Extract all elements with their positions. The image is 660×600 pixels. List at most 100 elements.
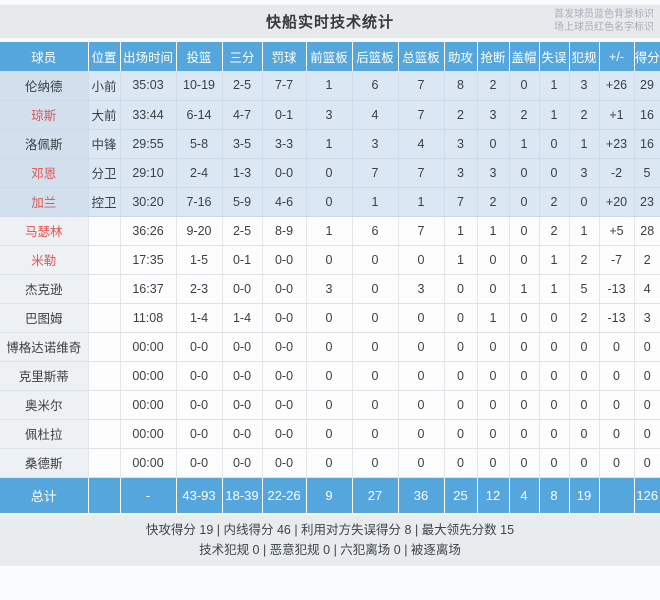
stat-cell-ast: 0: [444, 361, 478, 391]
stat-cell-treb: 0: [398, 303, 445, 333]
stat-cell-treb: 0: [398, 390, 445, 420]
stat-cell-treb: 1: [398, 187, 445, 217]
player-name-cell: 桑德斯: [0, 448, 89, 478]
stat-cell-dreb: 7: [352, 158, 399, 188]
stat-cell-treb: 7: [398, 100, 445, 130]
total-cell-dreb: 27: [352, 477, 399, 513]
stat-cell-tov: 1: [539, 274, 570, 304]
stat-cell-pm: +5: [599, 216, 635, 246]
stat-cell-three: 0-0: [222, 390, 263, 420]
column-header-pts: 得分: [634, 42, 660, 71]
stat-cell-ast: 7: [444, 187, 478, 217]
stat-cell-pos: [88, 245, 121, 275]
stat-cell-pm: +20: [599, 187, 635, 217]
footer-scoring-summary: 快攻得分 19 | 内线得分 46 | 利用对方失误得分 8 | 最大领先分数 …: [145, 523, 515, 537]
stat-cell-pos: [88, 390, 121, 420]
player-name-cell: 巴图姆: [0, 303, 89, 333]
stat-cell-pts: 0: [634, 390, 660, 420]
stat-cell-pts: 0: [634, 419, 660, 449]
column-header-ft: 罚球: [262, 42, 307, 71]
total-cell-stl: 12: [477, 477, 510, 513]
stat-cell-stl: 0: [477, 274, 510, 304]
stat-cell-ft: 0-0: [262, 390, 307, 420]
stat-cell-pts: 2: [634, 245, 660, 275]
stat-cell-dreb: 1: [352, 187, 399, 217]
stat-cell-pf: 2: [569, 100, 600, 130]
stat-cell-pf: 3: [569, 158, 600, 188]
stat-cell-min: 00:00: [120, 448, 177, 478]
player-name-cell: 加兰: [0, 187, 89, 217]
column-header-pm: +/-: [599, 42, 635, 71]
total-cell-tov: 8: [539, 477, 570, 513]
column-header-pf: 犯规: [569, 42, 600, 71]
stat-cell-stl: 0: [477, 448, 510, 478]
stat-cell-ast: 1: [444, 216, 478, 246]
stat-cell-pm: 0: [599, 361, 635, 391]
player-name-cell: 杰克逊: [0, 274, 89, 304]
stat-cell-three: 1-4: [222, 303, 263, 333]
stat-cell-min: 29:55: [120, 129, 177, 159]
stat-cell-oreb: 0: [306, 187, 353, 217]
stat-cell-pts: 16: [634, 129, 660, 159]
stat-cell-pos: [88, 419, 121, 449]
total-cell-pts: 126: [634, 477, 660, 513]
stat-cell-dreb: 6: [352, 216, 399, 246]
stat-cell-pm: -13: [599, 303, 635, 333]
stat-cell-pf: 2: [569, 303, 600, 333]
stat-cell-oreb: 0: [306, 361, 353, 391]
stat-cell-stl: 3: [477, 158, 510, 188]
total-cell-blk: 4: [509, 477, 540, 513]
column-header-oreb: 前篮板: [306, 42, 353, 71]
stat-cell-min: 29:10: [120, 158, 177, 188]
stat-cell-pts: 29: [634, 71, 660, 101]
stat-cell-fg: 0-0: [176, 361, 223, 391]
stat-cell-tov: 0: [539, 303, 570, 333]
footer-fouls-summary: 技术犯规 0 | 恶意犯规 0 | 六犯离场 0 | 被逐离场: [199, 543, 461, 557]
team-stats-footer: 快攻得分 19 | 内线得分 46 | 利用对方失误得分 8 | 最大领先分数 …: [0, 515, 660, 566]
stat-cell-treb: 3: [398, 274, 445, 304]
stat-cell-pm: 0: [599, 332, 635, 362]
stat-cell-min: 00:00: [120, 361, 177, 391]
stat-cell-tov: 1: [539, 245, 570, 275]
stat-cell-dreb: 3: [352, 129, 399, 159]
stat-cell-oreb: 0: [306, 332, 353, 362]
stat-cell-oreb: 0: [306, 303, 353, 333]
total-row: 总计 -43-93 18-39 22-26 9 27 36 25 12 4 8 19 126: [0, 477, 660, 513]
total-cell-min: -: [120, 477, 177, 513]
column-header-stl: 抢断: [477, 42, 510, 71]
stat-cell-blk: 2: [509, 100, 540, 130]
stat-cell-tov: 0: [539, 419, 570, 449]
total-cell-pm: [599, 477, 635, 513]
total-cell-treb: 36: [398, 477, 445, 513]
stat-cell-blk: 0: [509, 448, 540, 478]
stat-cell-blk: 1: [509, 274, 540, 304]
stat-cell-treb: 0: [398, 448, 445, 478]
stat-cell-min: 30:20: [120, 187, 177, 217]
column-header-fg: 投篮: [176, 42, 223, 71]
stat-cell-pm: +23: [599, 129, 635, 159]
stat-cell-blk: 0: [509, 361, 540, 391]
stat-cell-three: 4-7: [222, 100, 263, 130]
stat-cell-min: 16:37: [120, 274, 177, 304]
stat-cell-fg: 9-20: [176, 216, 223, 246]
stat-cell-dreb: 4: [352, 100, 399, 130]
player-row: 博格达诺维奇 00:00 0-0 0-0 0-0 0 0 0 0 0 0 0 0 0 0: [0, 332, 660, 362]
column-header-tov: 失误: [539, 42, 570, 71]
stat-cell-three: 0-0: [222, 332, 263, 362]
stat-cell-oreb: 0: [306, 419, 353, 449]
stat-cell-treb: 0: [398, 332, 445, 362]
stat-cell-ft: 0-0: [262, 158, 307, 188]
column-header-player: 球员: [0, 42, 89, 71]
total-cell-three: 18-39: [222, 477, 263, 513]
stat-cell-pm: +1: [599, 100, 635, 130]
stat-cell-stl: 0: [477, 129, 510, 159]
stat-cell-min: 36:26: [120, 216, 177, 246]
player-row: 克里斯蒂 00:00 0-0 0-0 0-0 0 0 0 0 0 0 0 0 0 0: [0, 361, 660, 391]
stat-cell-blk: 0: [509, 332, 540, 362]
stat-cell-ft: 7-7: [262, 71, 307, 101]
stat-cell-treb: 7: [398, 71, 445, 101]
legend-oncourt-note: 场上球员红色名字标识: [554, 22, 654, 33]
stat-cell-three: 0-0: [222, 419, 263, 449]
stat-cell-stl: 0: [477, 419, 510, 449]
